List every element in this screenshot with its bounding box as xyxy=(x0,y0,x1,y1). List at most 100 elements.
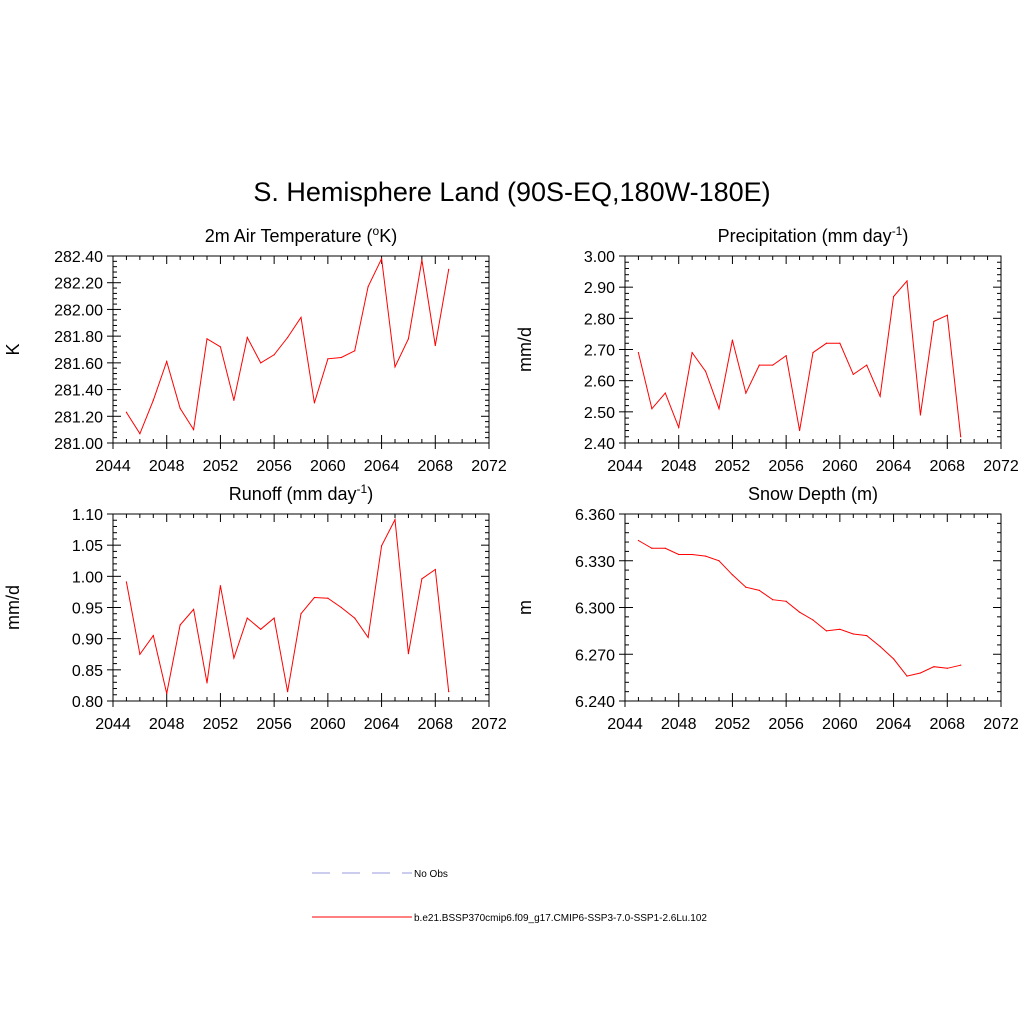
runoff-data-point xyxy=(246,617,248,619)
runoff-data-point xyxy=(233,657,235,659)
runoff-data-point xyxy=(421,578,423,580)
snow-depth-data-point xyxy=(745,586,747,588)
precipitation-x-tick-label: 2060 xyxy=(822,458,858,475)
precipitation-title-sup: -1 xyxy=(892,224,903,238)
runoff-y-tick-label: 0.85 xyxy=(72,663,103,680)
precipitation-data-point xyxy=(785,355,787,357)
air-temperature-data-point xyxy=(313,402,316,404)
snow-depth-y-tick-label: 6.330 xyxy=(575,554,615,571)
runoff-title: Runoff (mm day-1) xyxy=(229,482,373,504)
air-temperature-data-point xyxy=(152,399,154,401)
runoff-data-point xyxy=(286,691,289,693)
runoff-y-tick-label: 1.00 xyxy=(72,569,103,586)
runoff-data-point xyxy=(206,682,208,684)
air-temperature-title: 2m Air Temperature (oK) xyxy=(205,224,397,246)
precipitation-data-point xyxy=(933,320,935,323)
precipitation-data-point xyxy=(892,295,895,298)
precipitation-x-tick-label: 2072 xyxy=(983,458,1019,475)
runoff-data-point xyxy=(448,691,450,693)
runoff-data-point xyxy=(125,581,128,583)
runoff-data-point xyxy=(327,597,329,599)
runoff-series-line xyxy=(125,517,450,694)
snow-depth-y-tick-label: 6.300 xyxy=(575,601,615,618)
air-temperature-y-axis-label: K xyxy=(3,343,23,355)
snow-depth-plot-frame xyxy=(624,513,1002,702)
snow-depth-data-point xyxy=(879,645,881,648)
precipitation-data-point xyxy=(678,426,680,429)
air-temperature-data-point xyxy=(434,344,436,347)
air-temperature-data-point xyxy=(273,354,275,356)
precipitation-title-suffix: ) xyxy=(902,226,908,246)
snow-depth-data-point xyxy=(691,553,693,556)
runoff-x-tick-label: 2064 xyxy=(364,716,400,733)
air-temperature-y-tick-label: 281.80 xyxy=(54,329,103,346)
runoff-x-tick-label: 2068 xyxy=(417,716,453,733)
precipitation-data-point xyxy=(718,408,720,410)
snow-depth-x-tick-label: 2044 xyxy=(607,716,643,733)
panel-precipitation: Precipitation (mm day-1) mm/d 2044 2048 2052… xyxy=(515,224,1019,475)
air-temperature-y-tick-label: 282.40 xyxy=(54,249,103,266)
precipitation-data-point xyxy=(651,408,653,410)
runoff-data-point xyxy=(313,596,316,599)
precipitation-data-point xyxy=(960,436,962,438)
panel-air-temperature: 2m Air Temperature (oK) K 2044 2048 2052 2056… xyxy=(3,224,507,475)
runoff-data-point xyxy=(219,585,222,587)
figure-title: S. Hemisphere Land (90S-EQ,180W-180E) xyxy=(253,177,770,207)
snow-depth-data-point xyxy=(852,633,854,635)
runoff-data-point xyxy=(340,606,342,609)
snow-depth-data-point xyxy=(812,619,814,621)
runoff-y-tick-label: 0.95 xyxy=(72,601,103,618)
legend-label-no-obs: No Obs xyxy=(414,869,448,880)
runoff-title-sup: -1 xyxy=(357,482,368,496)
precipitation-y-tick-label: 2.80 xyxy=(584,311,615,328)
air-temperature-data-point xyxy=(327,358,329,360)
air-temperature-title-suffix: K) xyxy=(379,226,397,246)
snow-depth-data-point xyxy=(704,555,707,557)
air-temperature-data-point xyxy=(354,350,356,352)
precipitation-x-tick-label: 2056 xyxy=(768,458,804,475)
precipitation-x-tick-label: 2052 xyxy=(715,458,751,475)
snow-depth-data-point xyxy=(772,599,774,601)
air-temperature-data-point xyxy=(367,286,369,288)
runoff-data-point xyxy=(273,617,275,619)
precipitation-y-tick-label: 2.90 xyxy=(584,280,615,297)
air-temperature-title-sup: o xyxy=(373,224,380,238)
precipitation-data-point xyxy=(798,429,801,432)
runoff-data-point xyxy=(380,545,383,547)
runoff-plot-frame xyxy=(112,513,490,702)
precipitation-data-point xyxy=(772,364,774,366)
runoff-y-tick-label: 0.80 xyxy=(72,694,103,711)
runoff-title-text: Runoff (mm day xyxy=(229,484,357,504)
air-temperature-data-point xyxy=(219,346,222,348)
snow-depth-x-tick-label: 2052 xyxy=(715,716,751,733)
runoff-data-point xyxy=(152,634,154,637)
air-temperature-data-point xyxy=(300,316,302,319)
snow-depth-data-point xyxy=(718,560,720,562)
precipitation-data-point xyxy=(664,392,666,394)
runoff-x-tick-label: 2072 xyxy=(471,716,507,733)
air-temperature-y-tick-label: 281.60 xyxy=(54,356,103,373)
air-temperature-y-tick-label: 281.00 xyxy=(54,436,103,453)
precipitation-x-tick-label: 2068 xyxy=(929,458,965,475)
snow-depth-data-point xyxy=(664,547,666,549)
air-temperature-y-tick-label: 282.20 xyxy=(54,276,103,293)
precipitation-y-tick-label: 2.70 xyxy=(584,343,615,360)
snow-depth-y-tick-label: 6.240 xyxy=(575,694,615,711)
precipitation-data-point xyxy=(825,342,828,344)
air-temperature-plot-frame xyxy=(112,255,490,444)
air-temperature-x-tick-label: 2052 xyxy=(203,458,239,475)
snow-depth-y-tick-label: 6.270 xyxy=(575,647,615,664)
air-temperature-data-point xyxy=(394,366,396,368)
runoff-data-point xyxy=(407,653,410,655)
air-temperature-y-tick-label: 281.20 xyxy=(54,409,103,426)
precipitation-data-point xyxy=(812,352,814,354)
snow-depth-title-text: Snow Depth (m) xyxy=(748,484,878,504)
snow-depth-data-point xyxy=(919,672,922,674)
precipitation-title: Precipitation (mm day-1) xyxy=(718,224,909,246)
runoff-data-point xyxy=(394,519,396,521)
precipitation-y-tick-label: 2.60 xyxy=(584,374,615,391)
air-temperature-data-point xyxy=(380,258,383,260)
air-temperature-data-point xyxy=(340,356,342,359)
runoff-y-tick-label: 0.90 xyxy=(72,632,103,649)
